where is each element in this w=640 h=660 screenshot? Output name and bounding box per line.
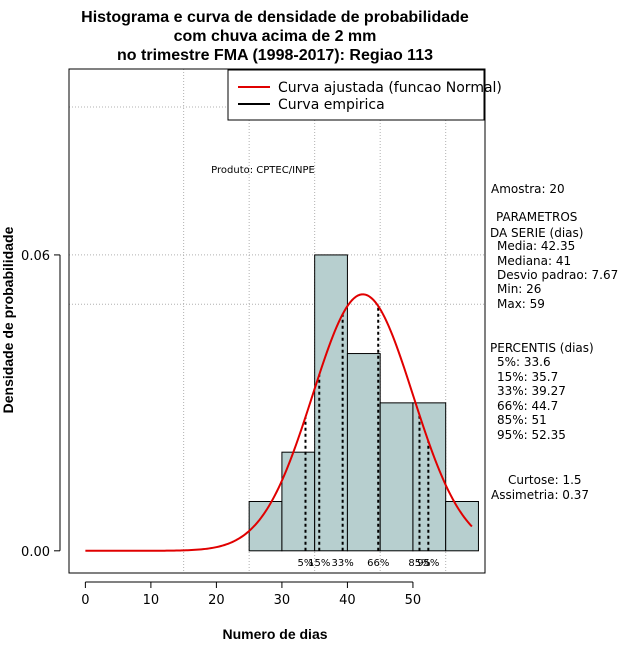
normal-fit-curve bbox=[85, 293, 473, 552]
stat-amostra: Amostra: 20 bbox=[491, 182, 565, 196]
percentile-lines: 5%15% 33% 66% 85%95% bbox=[298, 306, 439, 569]
percentile-label-3: 66% bbox=[367, 558, 389, 569]
stat-percentis-heading: PERCENTIS (dias) bbox=[490, 341, 594, 355]
stat-min: Min: 26 bbox=[497, 282, 541, 296]
histogram-bar-6 bbox=[445, 500, 479, 552]
x-tick-label-0: 0 bbox=[81, 593, 89, 608]
percentile-label-2: 33% bbox=[332, 558, 354, 569]
stat-parametros-heading-1: PARAMETROS bbox=[496, 210, 577, 224]
stat-p15: 15%: 35.7 bbox=[497, 370, 558, 384]
legend-label-empirical: Curva empirica bbox=[278, 97, 385, 113]
stat-media: Media: 42.35 bbox=[497, 239, 575, 253]
x-axis-title: Numero de dias bbox=[222, 626, 327, 642]
stat-p66: 66%: 44.7 bbox=[497, 399, 558, 413]
normal-curve-layer bbox=[85, 293, 473, 552]
y-tick-label-1: 0.06 bbox=[21, 249, 50, 264]
percentile-label-0: 5% bbox=[298, 558, 314, 569]
x-tick-label-1: 10 bbox=[143, 593, 160, 608]
stat-mediana: Mediana: 41 bbox=[497, 254, 571, 268]
histogram-bar-3 bbox=[346, 353, 381, 552]
stat-desvio: Desvio padrao: 7.67 bbox=[497, 268, 618, 282]
stat-curtose: Curtose: 1.5 bbox=[508, 473, 582, 487]
chart-title-line-1: Histograma e curva de densidade de proba… bbox=[81, 9, 469, 26]
percentile-label-4: 85% bbox=[408, 558, 430, 569]
stat-assimetria: Assimetria: 0.37 bbox=[491, 488, 589, 502]
percentile-label-5: 95% bbox=[417, 558, 439, 569]
x-tick-label-5: 50 bbox=[405, 593, 422, 608]
stat-p33: 33%: 39.27 bbox=[497, 384, 566, 398]
percentile-label-1: 15% bbox=[308, 558, 330, 569]
axes: 0 10 20 30 40 50 0.00 0.06 bbox=[21, 249, 421, 608]
x-tick-label-2: 20 bbox=[208, 593, 225, 608]
chart-title-line-2: com chuva acima de 2 mm bbox=[174, 28, 377, 45]
y-axis-title: Densidade de probabilidade bbox=[0, 226, 16, 413]
stat-max: Max: 59 bbox=[497, 297, 545, 311]
x-tick-label-3: 30 bbox=[274, 593, 291, 608]
chart-title-line-3: no trimestre FMA (1998-2017): Regiao 113 bbox=[117, 47, 433, 64]
stat-p85: 85%: 51 bbox=[497, 413, 547, 427]
x-tick-label-4: 40 bbox=[339, 593, 356, 608]
legend-label-normal: Curva ajustada (funcao Normal) bbox=[278, 80, 502, 96]
product-note: Produto: CPTEC/INPE bbox=[211, 165, 315, 176]
histogram-bars bbox=[248, 254, 479, 552]
histogram-bar-4 bbox=[379, 402, 414, 552]
stat-p95: 95%: 52.35 bbox=[497, 428, 566, 442]
plot-frame bbox=[68, 68, 486, 574]
legend: Curva ajustada (funcao Normal) Curva emp… bbox=[227, 69, 502, 121]
stats-panel: Amostra: 20 PARAMETROS DA SERIE (dias) M… bbox=[490, 182, 618, 502]
legend-box bbox=[227, 69, 485, 121]
y-tick-label-0: 0.00 bbox=[21, 545, 50, 560]
stat-parametros-heading-2: DA SERIE (dias) bbox=[490, 226, 583, 240]
stat-p5: 5%: 33.6 bbox=[497, 355, 551, 369]
